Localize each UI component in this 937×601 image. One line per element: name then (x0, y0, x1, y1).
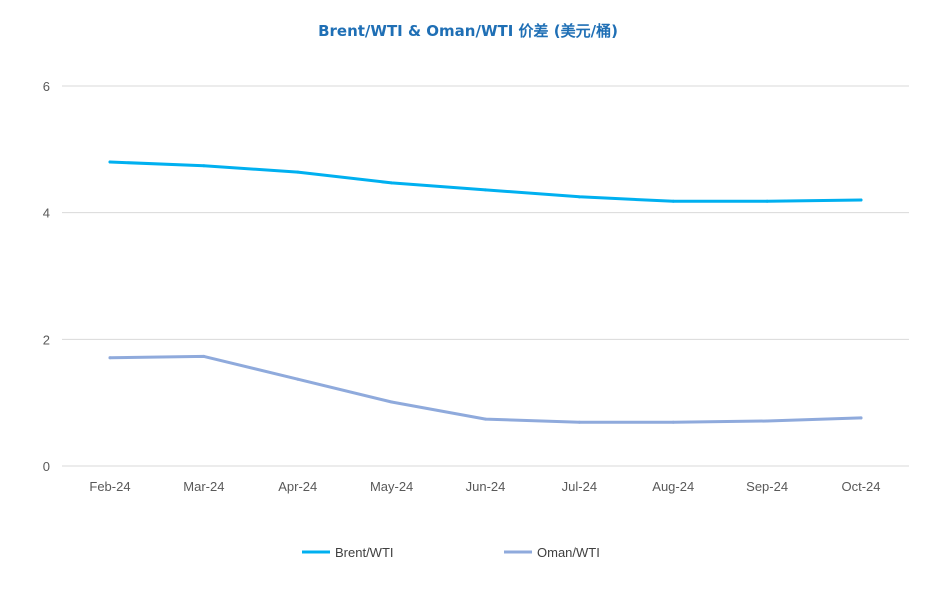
data-point (390, 400, 394, 404)
data-point (765, 419, 769, 423)
y-tick-label: 6 (43, 79, 50, 94)
legend-item: Oman/WTI (504, 545, 600, 560)
legend-label: Brent/WTI (335, 545, 394, 560)
data-point (202, 354, 206, 358)
y-tick-label: 0 (43, 459, 50, 474)
data-point (484, 188, 487, 192)
x-axis-ticks: Feb-24 Mar-24 Apr-24 May-24 Jun-24 Jul-24 Aug-… (89, 479, 880, 494)
x-tick-label: Aug-24 (652, 479, 694, 494)
data-point (108, 356, 112, 360)
x-tick-label: Feb-24 (89, 479, 130, 494)
chart-title: Brent/WTI & Oman/WTI 价差 (美元/桶) (318, 22, 618, 40)
data-point (296, 377, 300, 381)
data-point (108, 160, 112, 164)
x-tick-label: May-24 (370, 479, 413, 494)
series-line-1 (108, 160, 863, 203)
x-tick-label: Oct-24 (841, 479, 880, 494)
legend-label: Oman/WTI (537, 545, 600, 560)
series-line-2 (108, 354, 863, 424)
data-point (390, 181, 394, 185)
x-tick-label: Sep-24 (746, 479, 788, 494)
data-point (296, 170, 300, 174)
data-point (859, 198, 863, 202)
legend-item: Brent/WTI (302, 545, 394, 560)
y-tick-label: 4 (43, 206, 50, 221)
x-tick-label: Mar-24 (183, 479, 224, 494)
data-point (577, 195, 581, 199)
data-point (484, 417, 487, 421)
gridlines (62, 85, 909, 467)
data-point (859, 416, 863, 420)
x-tick-label: Jun-24 (466, 479, 506, 494)
data-point (202, 164, 206, 168)
y-axis-ticks: 0 2 4 6 (43, 79, 50, 474)
x-tick-label: Apr-24 (278, 479, 317, 494)
y-tick-label: 2 (43, 332, 50, 347)
data-point (671, 199, 675, 203)
data-point (671, 420, 675, 424)
data-point (577, 420, 581, 424)
legend: Brent/WTI Oman/WTI (302, 545, 600, 560)
data-point (765, 199, 769, 203)
series-lines (108, 160, 863, 424)
x-tick-label: Jul-24 (562, 479, 597, 494)
